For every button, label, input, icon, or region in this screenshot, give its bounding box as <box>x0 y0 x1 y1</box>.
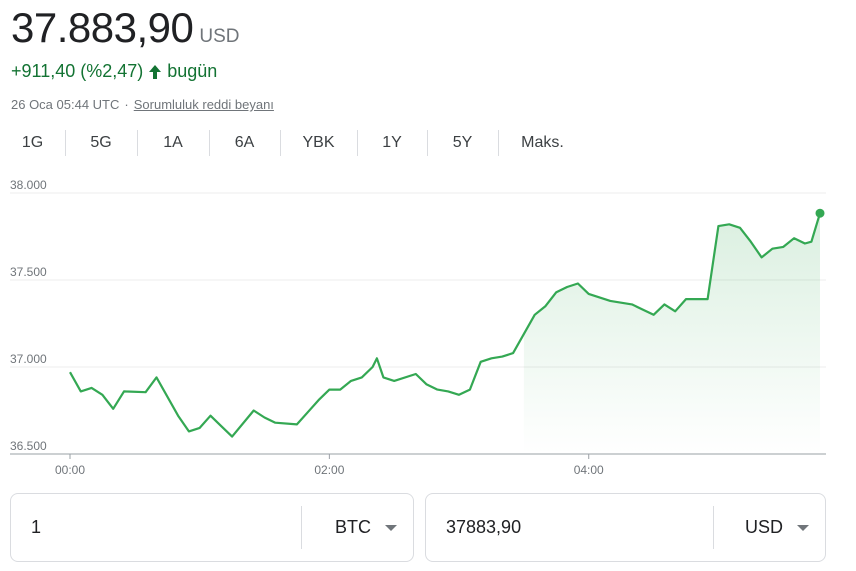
price-change: +911,40 (%2,47) bugün <box>11 61 217 82</box>
tab-max[interactable]: Maks. <box>498 128 587 158</box>
to-amount-input[interactable]: 37883,90 <box>446 517 522 537</box>
change-value: +911,40 (%2,47) <box>11 61 144 81</box>
y-tick-label: 36.500 <box>10 439 47 453</box>
to-unit-label: USD <box>745 517 784 537</box>
converter-divider <box>713 506 714 549</box>
x-tick-label: 04:00 <box>574 463 604 477</box>
x-tick-label: 00:00 <box>55 463 85 477</box>
tab-label: 6A <box>234 134 255 151</box>
tab-label: 1A <box>163 134 183 151</box>
tab-label: 5Y <box>452 134 473 151</box>
x-axis-labels: 00:00 02:00 04:00 <box>55 463 604 477</box>
tab-label: 1Y <box>382 134 402 151</box>
tab-label: 1G <box>21 134 44 151</box>
y-tick-label: 37.000 <box>10 352 47 366</box>
tab-1y[interactable]: 1Y <box>357 128 427 158</box>
converter-from: 1 BTC <box>10 493 414 562</box>
tab-ybk[interactable]: YBK <box>280 128 357 158</box>
converter-to: 37883,90 USD <box>425 493 826 562</box>
caret-down-icon <box>385 524 397 531</box>
tab-label: Maks. <box>521 134 564 151</box>
tab-label: YBK <box>302 134 335 151</box>
y-tick-label: 37.500 <box>10 265 47 279</box>
price-line <box>69 212 822 438</box>
last-price-point <box>815 208 825 218</box>
y-axis-labels: 38.000 37.500 37.000 36.500 <box>10 178 47 453</box>
current-price: 37.883,90 <box>11 4 194 51</box>
from-unit-select[interactable]: BTC <box>302 517 413 538</box>
arrow-up-icon <box>149 64 162 79</box>
tab-6a[interactable]: 6A <box>209 128 280 158</box>
caret-down-icon <box>797 524 810 531</box>
from-unit-label: BTC <box>335 517 371 537</box>
disclaimer-link[interactable]: Sorumluluk reddi beyanı <box>133 97 274 112</box>
tab-1a[interactable]: 1A <box>137 128 209 158</box>
price-currency: USD <box>199 26 240 47</box>
converter-divider <box>301 506 302 549</box>
price-header: 37.883,90 USD <box>11 4 239 52</box>
time-range-tabs: 1G 5G 1A 6A YBK 1Y 5Y Maks. <box>0 128 587 162</box>
tab-label: 5G <box>90 134 112 151</box>
tab-5g[interactable]: 5G <box>65 128 137 158</box>
tab-1g[interactable]: 1G <box>0 128 65 158</box>
tab-5y[interactable]: 5Y <box>427 128 498 158</box>
change-period: bugün <box>167 61 218 81</box>
y-tick-label: 38.000 <box>10 178 47 192</box>
price-chart[interactable]: 38.000 37.500 37.000 36.500 00:00 02:00 04:00 <box>0 178 856 480</box>
x-tick-label: 02:00 <box>314 463 344 477</box>
to-unit-select[interactable]: USD <box>714 517 825 538</box>
quote-timestamp: 26 Oca 05:44 UTC <box>11 97 120 112</box>
quote-meta: 26 Oca 05:44 UTC · Sorumluluk reddi beya… <box>11 97 274 112</box>
meta-separator: · <box>124 97 129 112</box>
from-amount-input[interactable]: 1 <box>31 517 42 537</box>
price-area <box>523 213 820 454</box>
